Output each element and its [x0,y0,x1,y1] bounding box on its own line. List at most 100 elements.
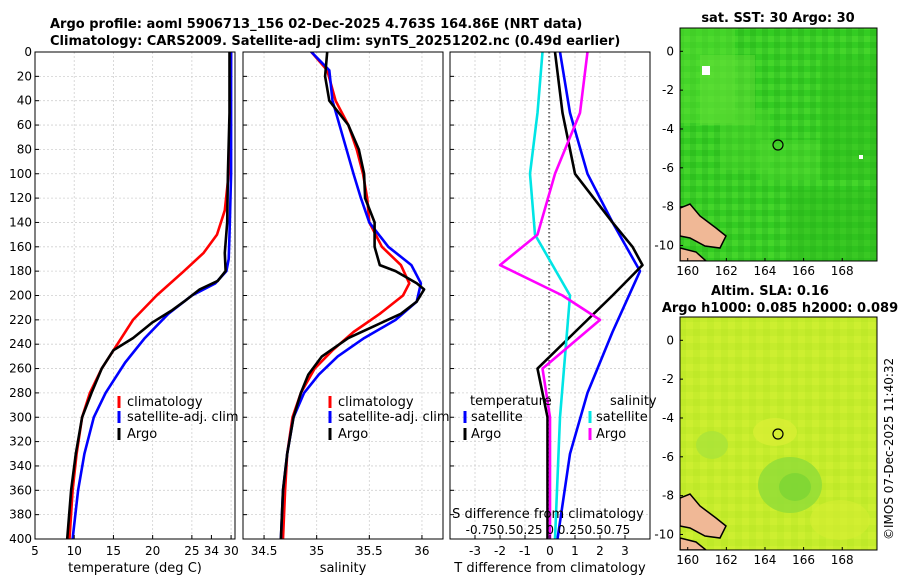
depth-tick-label: 80 [17,142,32,156]
sst-map-ytick-label: -6 [662,161,674,175]
header-title-line1: Argo profile: aoml 5906713_156 02-Dec-20… [50,17,582,32]
sla-map [679,316,878,551]
temperature-ticks: 0 20 40 60 80 100 120 140 160 180 200 220 240 260 280 3… [9,45,239,558]
sla-map-ticks: 160 162 164 166 168 0 -2 -4 -6 -8 -10 [654,333,853,567]
legend-title-temperature: temperature [470,394,552,409]
sst-cool-patch [820,60,877,180]
sst-map-xtick-label: 162 [715,264,738,278]
legend-label-satellite: satellite-adj. clim [127,410,239,425]
sla-land [680,493,727,539]
sla-land [680,537,708,550]
s-difference-label: S difference from climatology [452,507,644,522]
temperature-xtick-label: 5 [31,544,39,558]
sla-map-ytick-label: -2 [662,372,674,386]
depth-tick-label: 200 [9,289,32,303]
temperature-line-climatology [68,52,233,539]
difference-axes-box [449,51,651,540]
legend-label-sal-argo: Argo [596,427,626,442]
sla-low-patch [779,473,811,501]
difference-legend: temperature satellite Argo salinity sate… [463,394,657,442]
sla-map-ytick-label: -10 [654,527,674,541]
salinity-xtick-label: 35.5 [356,544,383,558]
sst-map-ytick-label: 0 [666,44,674,58]
difference-xlabel: T difference from climatology [453,561,646,576]
sst-map-title: sat. SST: 30 Argo: 30 [701,11,854,26]
sla-map-frame [679,316,878,551]
legend-label-satellite: satellite-adj. clim [338,410,450,425]
sst-missing-cell [702,66,710,75]
depth-tick-label: 160 [9,240,32,254]
temperature-xtick-label: 20 [145,544,160,558]
sla-high-patch [753,418,797,446]
depth-tick-label: 100 [9,167,32,181]
temperature-xtick-label: 10 [67,544,82,558]
sst-map-ytick-label: -4 [662,122,674,136]
sst-map-ytick-label: -8 [662,200,674,214]
sla-map-xtick-label: 168 [831,553,854,567]
depth-tick-label: 240 [9,337,32,351]
difference-line-salinity-satellite [528,52,572,539]
difference-xtick-label: 3 [621,544,629,558]
temperature-series [65,52,233,539]
salinity-series [279,52,426,539]
depth-tick-label: 340 [9,459,32,473]
sla-map-subtitle: Argo h1000: 0.085 h2000: 0.089 [662,301,898,316]
temperature-xtick-label: 15 [106,544,121,558]
difference-line-salinity-argo [498,52,602,539]
sla-high-patch [810,500,870,540]
sla-map-xtick-label: 160 [676,553,699,567]
header-title-line2: Climatology: CARS2009. Satellite-adj cli… [50,34,620,49]
salinity-grid [243,51,443,540]
sst-patches [680,28,877,261]
legend-label-climatology: climatology [127,395,203,410]
sst-warm-patch [680,28,735,123]
sst-map-xtick-label: 168 [831,264,854,278]
sst-land [680,203,727,249]
depth-tick-label: 320 [9,435,32,449]
salinity-line-climatology [281,52,411,539]
depth-tick-label: 120 [9,191,32,205]
sla-map-xtick-label: 166 [792,553,815,567]
sla-map-ytick-label: -4 [662,411,674,425]
sla-low-patch [696,431,728,459]
salinity-xtick-label: 36 [414,544,429,558]
difference-xtick-label: 2 [596,544,604,558]
salinity-xtick-label: 34.5 [251,544,278,558]
difference-series [498,52,644,539]
legend-title-salinity: salinity [610,394,657,409]
depth-tick-label: 360 [9,483,32,497]
temperature-xtick-label: 25 [184,544,199,558]
sst-map-xtick-label: 160 [676,264,699,278]
sla-map-xtick-label: 162 [715,553,738,567]
difference-xtick-label: -1 [519,544,531,558]
sst-land [680,247,708,261]
difference-xtick-label: 0 [546,544,554,558]
depth-tick-label: 140 [9,215,32,229]
s-difference-ticks: -0.750.50.25 0 0.250.50.75 [466,523,631,537]
sst-map-ytick-label: -2 [662,83,674,97]
temperature-xtick-label: 30 [223,544,238,558]
legend-label-temp-satellite: satellite [471,410,523,425]
salinity-legend: climatology satellite-adj. clim Argo [328,395,450,442]
sla-map-ytick-label: -6 [662,450,674,464]
salinity-xlabel: salinity [320,561,367,576]
sla-map-xtick-label: 164 [754,553,777,567]
salinity-xtick-label: 35 [309,544,324,558]
depth-tick-label: 20 [17,69,32,83]
sla-map-title: Altim. SLA: 0.16 [711,284,829,299]
temperature-axes-box [34,51,236,540]
depth-tick-label: 60 [17,118,32,132]
sst-map-ticks: 160 162 164 166 168 0 -2 -4 -6 -8 -10 [654,44,853,278]
legend-label-sal-satellite: satellite [596,410,648,425]
legend-label-argo: Argo [127,427,157,442]
difference-xtick-label: -2 [494,544,506,558]
sst-missing-cell [859,155,863,159]
difference-ticks: -3 -2 -1 0 1 2 3 [450,51,629,558]
sla-map-ytick-label: -8 [662,489,674,503]
sst-cool-patch [790,190,877,261]
salinity-ticks: 34 34.5 35 35.5 36 [204,51,430,558]
difference-line-temperature-argo [536,52,644,539]
sst-map [679,27,878,262]
difference-xtick-label: 1 [571,544,579,558]
